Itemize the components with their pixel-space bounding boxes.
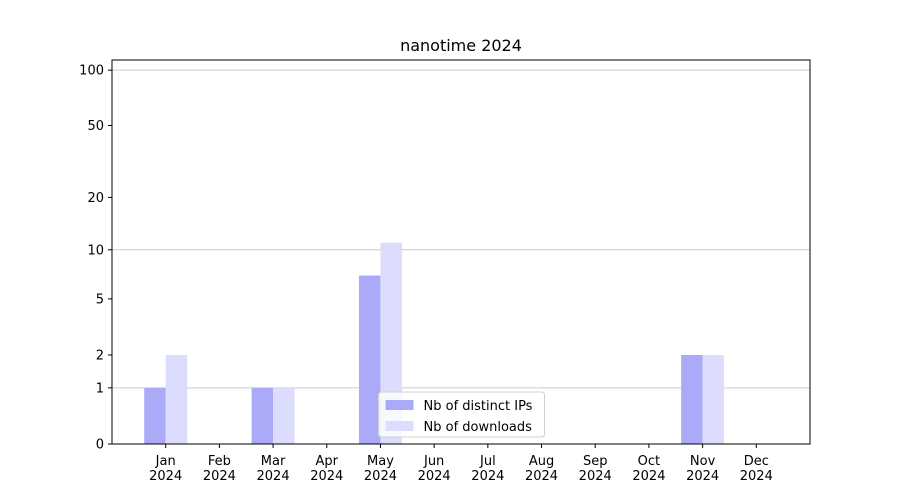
x-tick-label: Jan 2024 [149,454,182,484]
x-tick-label: Feb 2024 [203,454,236,484]
legend-swatch [385,400,414,410]
x-tick-label: Apr 2024 [310,454,343,484]
x-tick-label: Jul 2024 [471,454,504,484]
x-tick-label: Dec 2024 [740,454,773,484]
legend-box [378,391,545,438]
bar [358,275,381,444]
x-tick-label: Nov 2024 [686,454,719,484]
bar [165,355,188,444]
y-tick-label: 10 [87,243,104,258]
x-tick-label: Aug 2024 [525,454,558,484]
bar [702,355,725,444]
legend-swatch [385,421,414,431]
legend-label: Nb of distinct IPs [424,399,533,414]
bar [251,387,274,444]
bar [144,387,166,444]
bar [681,355,703,444]
x-tick-label: Jun 2024 [418,454,451,484]
legend-label: Nb of downloads [424,420,533,435]
y-tick-label: 1 [96,381,104,396]
legend: Nb of distinct IPs Nb of downloads [378,391,545,438]
y-tick-label: 100 [79,64,104,79]
x-tick-label: May 2024 [364,454,397,484]
y-tick-label: 2 [96,349,104,364]
x-tick-label: Oct 2024 [632,454,665,484]
y-tick-label: 5 [96,292,104,307]
bar [273,387,295,444]
y-tick-label: 0 [96,438,104,453]
y-tick-label: 20 [87,191,104,206]
chart-title: nanotime 2024 [400,36,522,55]
y-tick-label: 50 [87,119,104,134]
x-tick-label: Mar 2024 [257,454,290,484]
plot-frame [111,59,811,445]
x-tick-label: Sep 2024 [579,454,612,484]
